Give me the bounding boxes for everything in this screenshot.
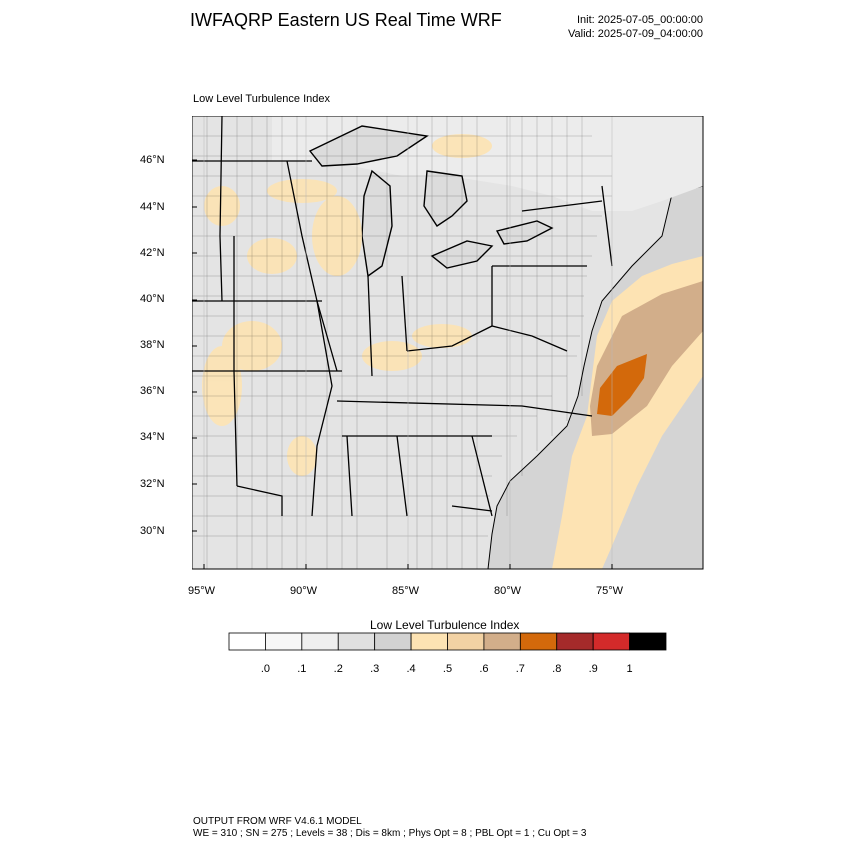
offshore-orange-core [597, 354, 647, 416]
colorbar-box [410, 632, 448, 651]
lon-label-80: 80°W [494, 585, 522, 597]
map-frame [192, 116, 704, 570]
lake-superior [308, 125, 429, 167]
lon-label-90: 90°W [290, 585, 318, 597]
init-time: Init: 2025-07-05_00:00:00 [577, 14, 703, 26]
turbulence-map [192, 116, 704, 570]
colorbar-label: .6 [479, 663, 489, 675]
colorbar-box [337, 632, 376, 651]
colorbar [228, 632, 667, 651]
colorbar-box [301, 632, 339, 651]
turbulence-shading-land [202, 134, 492, 476]
lat-label-34: 34°N [140, 431, 165, 443]
plot-title: IWFAQRP Eastern US Real Time WRF [190, 10, 502, 30]
county-lines [192, 116, 612, 569]
lake-michigan [361, 169, 393, 278]
colorbar-label: .8 [552, 663, 562, 675]
colorbar-box [265, 632, 303, 651]
colorbar-label: .2 [333, 663, 343, 675]
colorbar-box [374, 632, 412, 651]
colorbar-box [483, 632, 521, 651]
state-borders [192, 116, 613, 517]
axis-ticks [192, 159, 613, 569]
lat-label-44: 44°N [140, 201, 165, 213]
colorbar-box [629, 632, 667, 651]
colorbar-box [556, 632, 594, 651]
lat-label-30: 30°N [140, 525, 165, 537]
colorbar-label: .5 [442, 663, 453, 675]
lat-label-36: 36°N [140, 385, 165, 397]
colorbar-label: .1 [297, 663, 307, 675]
colorbar-box [228, 632, 266, 651]
map-subtitle: Low Level Turbulence Index [193, 93, 330, 105]
colorbar-box [519, 632, 558, 651]
colorbar-label: .3 [370, 663, 380, 675]
footer-line-2: WE = 310 ; SN = 275 ; Levels = 38 ; Dis … [193, 828, 587, 839]
graticule [203, 116, 613, 569]
lon-label-95: 95°W [188, 585, 216, 597]
model-footer: OUTPUT FROM WRF V4.6.1 MODEL WE = 310 ; … [193, 816, 586, 840]
colorbar-title: Low Level Turbulence Index [370, 618, 520, 632]
init-valid-times: Init: 2025-07-05_00:00:00 Valid: 2025-07… [545, 13, 703, 41]
lon-label-75: 75°W [596, 585, 624, 597]
footer-line-1: OUTPUT FROM WRF V4.6.1 MODEL [193, 816, 362, 827]
lon-label-85: 85°W [392, 585, 420, 597]
colorbar-label: .7 [515, 663, 525, 675]
lat-label-40: 40°N [140, 293, 165, 305]
lat-label-38: 38°N [140, 339, 165, 351]
colorbar-box [592, 632, 630, 651]
colorbar-label: .0 [260, 663, 270, 675]
lat-label-42: 42°N [140, 247, 165, 259]
lat-label-32: 32°N [140, 478, 165, 490]
colorbar-label: .9 [588, 663, 598, 675]
colorbar-label: .4 [406, 663, 416, 675]
lat-label-46: 46°N [140, 154, 165, 166]
lake-erie [430, 240, 494, 269]
colorbar-labels: .0 .1 .2 .3 .4 .5 .6 .7 .8 .9 1 [228, 663, 668, 679]
lake-huron [423, 170, 468, 227]
valid-time: Valid: 2025-07-09_04:00:00 [568, 28, 703, 40]
colorbar-label: 1 [626, 663, 633, 675]
lake-ontario [495, 220, 554, 245]
colorbar-box [447, 632, 485, 651]
